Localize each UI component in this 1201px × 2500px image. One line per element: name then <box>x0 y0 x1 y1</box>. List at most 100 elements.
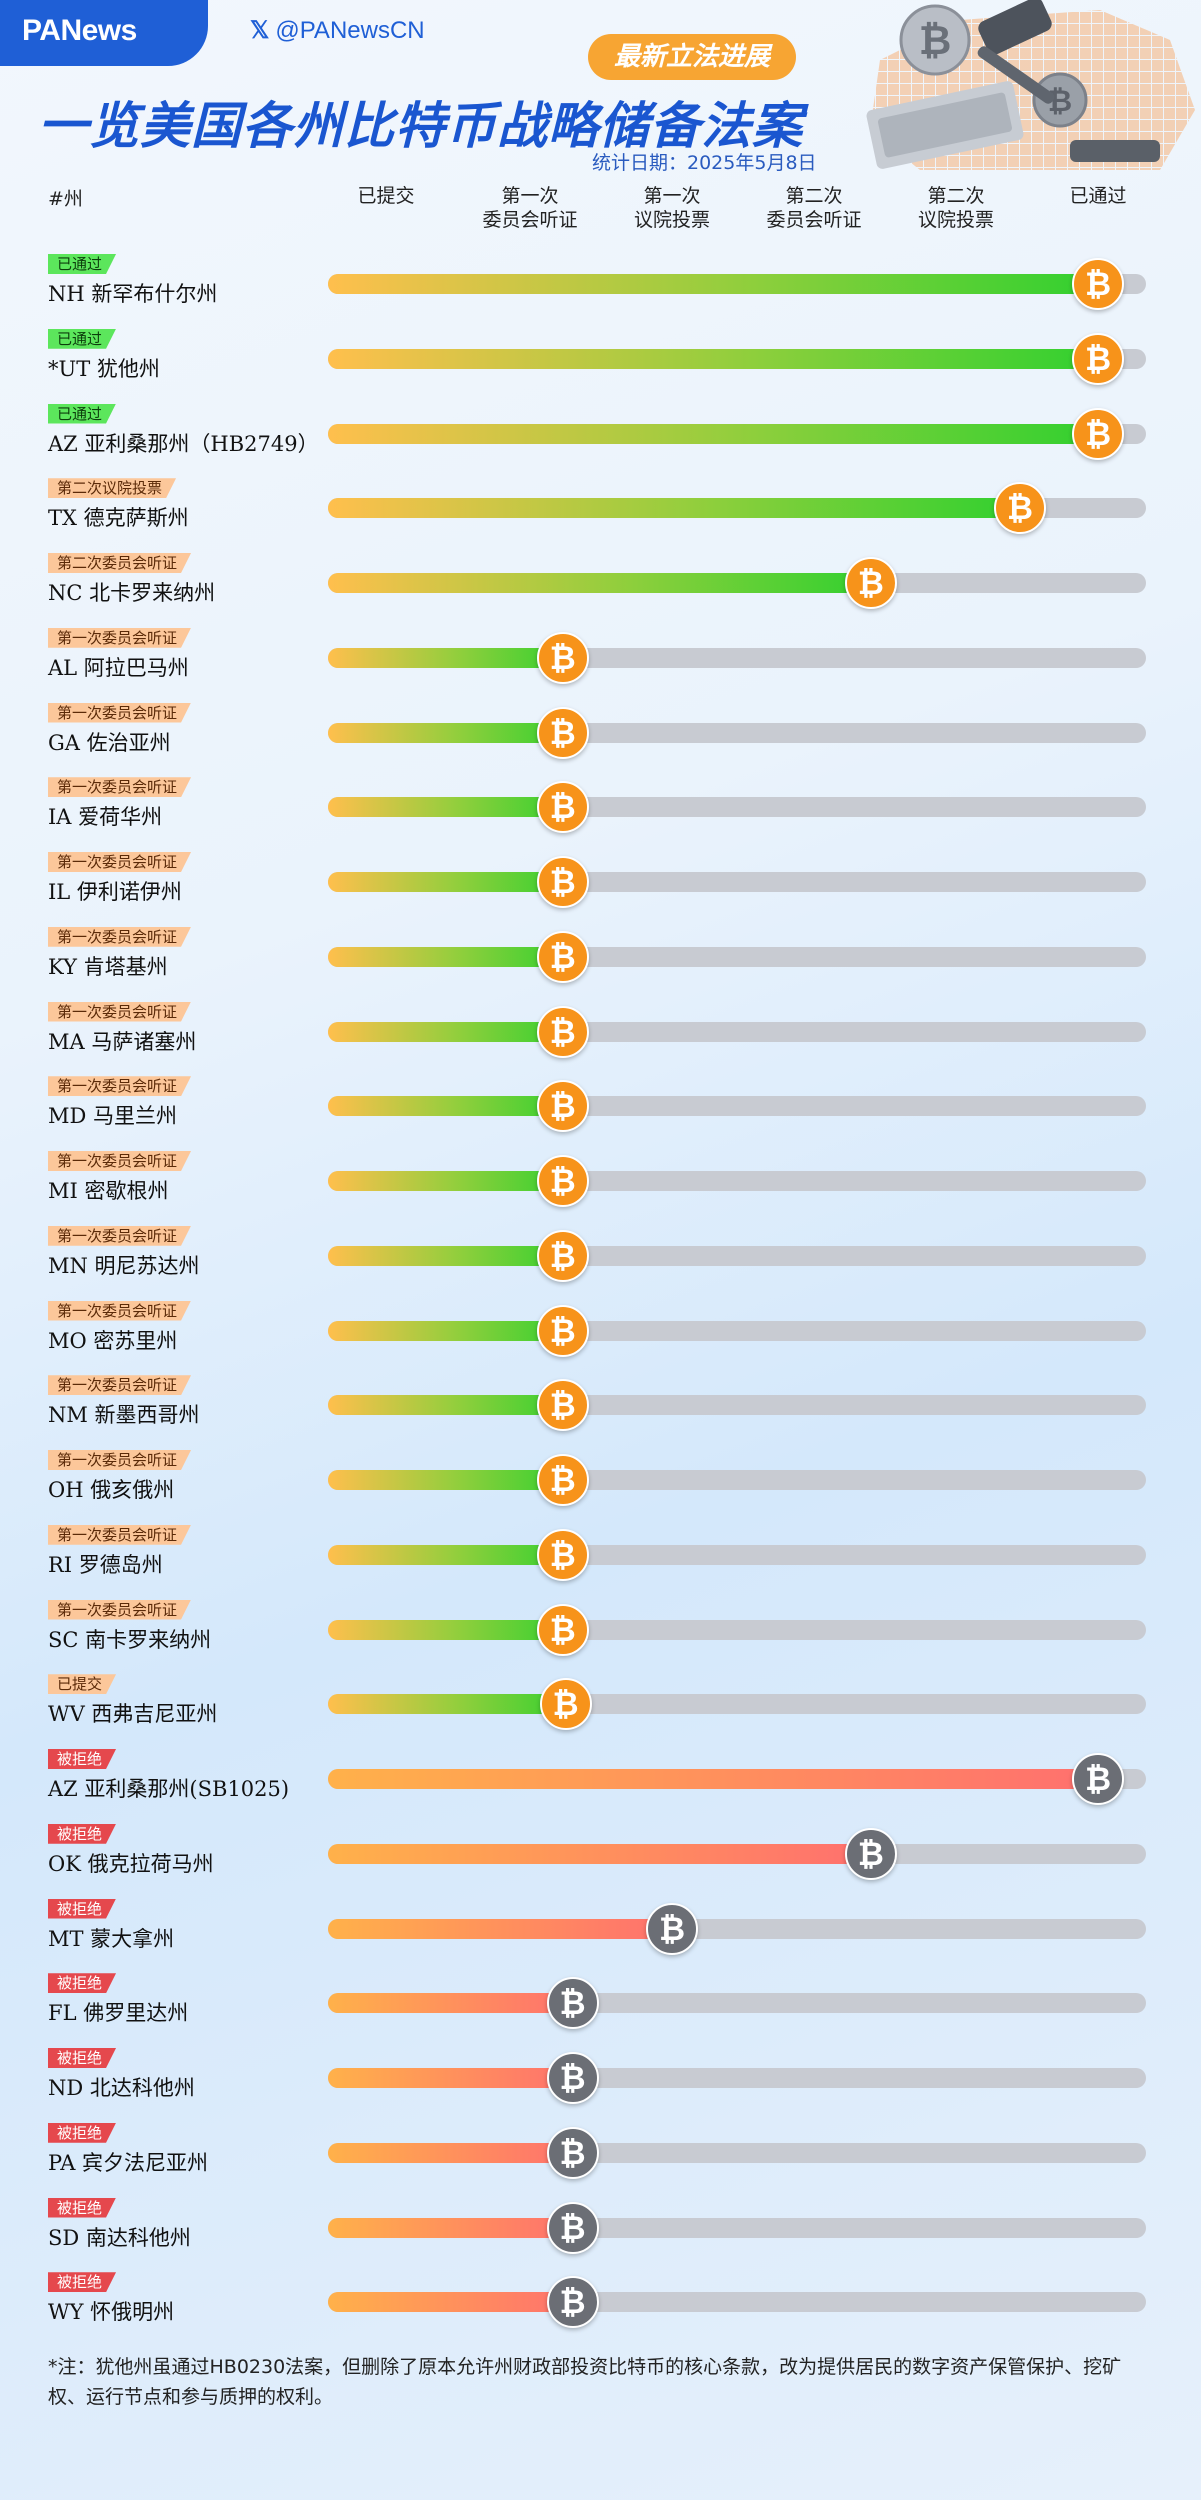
state-name: MA 马萨诸塞州 <box>48 1029 197 1054</box>
progress-fill <box>328 1171 573 1191</box>
state-row: 被拒绝 ND 北达科他州 ₿ <box>0 2048 1201 2108</box>
progress-fill <box>328 498 1030 519</box>
state-row: 被拒绝 AZ 亚利桑那州(SB1025) ₿ <box>0 1749 1201 1809</box>
progress-track: ₿ <box>328 1155 1146 1207</box>
progress-track: ₿ <box>328 2052 1146 2104</box>
progress-fill <box>328 2217 583 2238</box>
bitcoin-icon: ₿ <box>536 1603 589 1656</box>
state-row: 已提交 WV 西弗吉尼亚州 ₿ <box>0 1674 1201 1734</box>
progress-fill <box>328 722 573 743</box>
state-name: RI 罗德岛州 <box>48 1552 163 1577</box>
progress-track: ₿ <box>328 2276 1146 2329</box>
state-row: 第一次委员会听证 IL 伊利诺伊州 ₿ <box>0 852 1201 912</box>
bitcoin-icon: ₿ <box>536 1080 589 1133</box>
status-badge: 第一次委员会听证 <box>48 1002 191 1022</box>
state-row: 第二次议院投票 TX 德克萨斯州 ₿ <box>0 478 1201 538</box>
x-icon: 𝕏 <box>250 17 270 44</box>
latest-progress-badge: 最新立法进展 <box>588 34 796 80</box>
progress-track: ₿ <box>328 856 1146 908</box>
progress-track: ₿ <box>328 1454 1146 1506</box>
state-row: 已通过 AZ 亚利桑那州（HB2749） ₿ <box>0 404 1201 464</box>
status-badge: 被拒绝 <box>48 1973 116 1993</box>
footnote: *注：犹他州虽通过HB0230法案，但删除了原本允许州财政部投资比特币的核心条款… <box>48 2356 1122 2408</box>
state-name: GA 佐治亚州 <box>48 730 171 755</box>
status-badge: 第二次议院投票 <box>48 478 176 498</box>
progress-fill <box>328 1769 1108 1789</box>
social-handle[interactable]: 𝕏 @PANewsCN <box>250 16 425 45</box>
bitcoin-icon: ₿ <box>546 1977 599 2030</box>
progress-track: ₿ <box>328 1678 1146 1731</box>
bitcoin-icon: ₿ <box>546 2126 599 2179</box>
state-row: 第一次委员会听证 AL 阿拉巴马州 ₿ <box>0 628 1201 688</box>
state-row: 已通过 *UT 犹他州 ₿ <box>0 329 1201 389</box>
progress-track: ₿ <box>328 557 1146 609</box>
progress-fill <box>328 573 881 593</box>
bitcoin-icon: ₿ <box>1072 407 1124 460</box>
progress-fill <box>328 647 573 668</box>
bitcoin-icon: ₿ <box>539 1678 592 1731</box>
progress-fill <box>328 946 573 967</box>
bitcoin-icon: ₿ <box>536 1304 589 1357</box>
bitcoin-icon: ₿ <box>993 482 1046 535</box>
progress-track: ₿ <box>328 706 1146 759</box>
state-row: 第二次委员会听证 NC 北卡罗来纳州 ₿ <box>0 553 1201 613</box>
stage-header: 第二次 委员会听证 <box>766 185 862 231</box>
state-row: 第一次委员会听证 MA 马萨诸塞州 ₿ <box>0 1002 1201 1062</box>
status-badge: 已通过 <box>48 404 116 424</box>
state-name: WY 怀俄明州 <box>48 2300 175 2325</box>
bitcoin-icon: ₿ <box>1072 258 1124 310</box>
progress-fill <box>328 872 573 892</box>
stage-header: 已通过 <box>1069 185 1127 207</box>
gavel-bitcoin-illustration: ₿ ₿ <box>866 0 1195 170</box>
state-row: 被拒绝 OK 俄克拉荷马州 ₿ <box>0 1824 1201 1884</box>
logo-tab: PANews <box>0 0 208 66</box>
status-badge: 被拒绝 <box>48 1899 116 1919</box>
state-name: OK 俄克拉荷马州 <box>48 1851 214 1876</box>
progress-fill <box>328 1843 881 1864</box>
bitcoin-icon: ₿ <box>536 1528 589 1581</box>
state-name: SD 南达科他州 <box>48 2225 191 2250</box>
state-row: 第一次委员会听证 KY 肯塔基州 ₿ <box>0 927 1201 987</box>
state-row: 第一次委员会听证 MI 密歇根州 ₿ <box>0 1151 1201 1211</box>
progress-fill <box>328 1395 573 1416</box>
status-badge: 第一次委员会听证 <box>48 1151 191 1171</box>
state-name: AZ 亚利桑那州（HB2749） <box>48 431 319 456</box>
stage-header: 第二次 议院投票 <box>917 185 995 231</box>
bitcoin-icon: ₿ <box>1072 1753 1124 1805</box>
state-name: MT 蒙大拿州 <box>48 1926 175 1951</box>
state-row: 第一次委员会听证 GA 佐治亚州 ₿ <box>0 703 1201 763</box>
state-row: 被拒绝 MT 蒙大拿州 ₿ <box>0 1899 1201 1959</box>
state-row: 第一次委员会听证 IA 爱荷华州 ₿ <box>0 777 1201 837</box>
bitcoin-icon: ₿ <box>536 930 589 983</box>
progress-fill <box>328 1021 573 1042</box>
bitcoin-icon: ₿ <box>546 2276 599 2329</box>
progress-fill <box>328 797 573 818</box>
bitcoin-icon: ₿ <box>536 781 589 834</box>
state-row: 第一次委员会听证 MN 明尼苏达州 ₿ <box>0 1226 1201 1286</box>
state-name: IL 伊利诺伊州 <box>48 880 182 904</box>
progress-track: ₿ <box>328 2201 1146 2254</box>
state-name: PA 宾夕法尼亚州 <box>48 2150 209 2175</box>
state-name: NC 北卡罗来纳州 <box>48 581 216 605</box>
state-name: IA 爱荷华州 <box>48 805 163 830</box>
state-row: 已通过 NH 新罕布什尔州 ₿ <box>0 254 1201 314</box>
progress-fill <box>328 2068 583 2088</box>
bitcoin-icon: ₿ <box>536 1379 589 1432</box>
status-badge: 第一次委员会听证 <box>48 1076 191 1096</box>
progress-fill <box>328 1918 682 1939</box>
status-badge: 第一次委员会听证 <box>48 852 191 872</box>
status-badge: 第一次委员会听证 <box>48 1375 191 1395</box>
state-row: 第一次委员会听证 NM 新墨西哥州 ₿ <box>0 1375 1201 1435</box>
bitcoin-icon: ₿ <box>536 1454 589 1506</box>
progress-fill <box>328 2142 583 2163</box>
state-name: FL 佛罗里达州 <box>48 2001 189 2026</box>
progress-fill <box>328 1320 573 1341</box>
stat-date: 统计日期：2025年5月8日 <box>592 152 817 174</box>
state-name: NM 新墨西哥州 <box>48 1403 200 1428</box>
state-row: 被拒绝 SD 南达科他州 ₿ <box>0 2198 1201 2258</box>
state-row: 第一次委员会听证 SC 南卡罗来纳州 ₿ <box>0 1600 1201 1660</box>
progress-track: ₿ <box>328 1753 1146 1805</box>
stage-header: 第一次 委员会听证 <box>482 185 578 231</box>
status-badge: 第一次委员会听证 <box>48 1600 191 1620</box>
state-name: AL 阿拉巴马州 <box>48 655 189 680</box>
